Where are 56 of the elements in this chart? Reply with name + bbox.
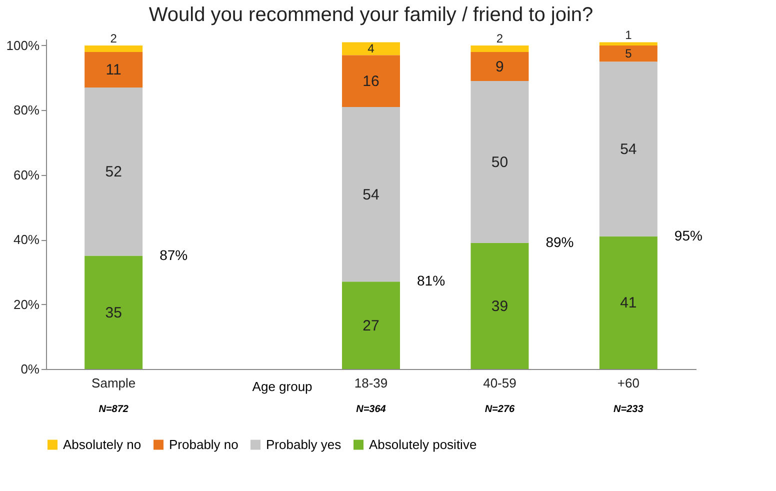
legend-label: Probably no [169,436,238,452]
data-label: 52 [105,164,122,181]
y-tick-label: 40% [13,232,40,248]
data-label: 9 [496,58,504,76]
data-label: 41 [620,294,637,312]
data-label: 4 [368,42,375,56]
data-label: 54 [620,141,637,158]
annotation: 81% [417,272,446,289]
legend-label: Absolutely positive [369,436,477,452]
annotation: 87% [160,246,188,263]
bar [342,42,400,56]
annotation: 95% [674,227,702,244]
bar [599,236,658,369]
bar [342,55,400,107]
data-label: 35 [105,304,122,322]
data-label: 2 [496,31,504,46]
bar [470,81,529,243]
text: N=872 [98,404,129,415]
bar [84,88,143,256]
data-label: 54 [362,186,380,204]
data-label: 27 [362,317,380,334]
legend-label: Absolutely no [63,436,142,452]
text: Age group [252,379,312,394]
legend-label: Probably yes [266,436,342,452]
text: N=233 [614,404,644,415]
text: N=364 [356,404,386,415]
bar [599,45,658,62]
x-tick-label: +60 [617,376,640,390]
data-label: 5 [625,46,632,61]
bar [599,42,658,46]
data-label: 16 [362,73,380,90]
data-label: 39 [491,298,508,315]
bar [84,45,143,52]
y-tick-label: 100% [6,38,40,53]
y-tick-label: 60% [13,167,40,182]
bar [342,282,400,369]
bar [470,242,529,369]
bar [599,62,658,236]
chart-title: Would you recommend your family / friend to join? [148,4,594,26]
bar [84,52,143,88]
bar [342,106,400,282]
x-tick-label: Sample [92,376,136,390]
data-label: 1 [625,28,632,42]
x-tick-label: 40-59 [483,376,516,390]
data-label: 2 [110,31,118,46]
y-tick-label: 20% [13,296,40,312]
data-label: 50 [491,154,508,171]
bar [470,45,529,52]
data-label: 11 [106,62,122,79]
bar [84,256,143,369]
y-tick-label: 0% [20,362,40,376]
text: N=276 [484,404,516,415]
annotation: 89% [546,234,574,250]
x-tick-label: 18-39 [354,376,388,390]
bar [470,52,529,82]
y-tick-label: 80% [13,102,40,118]
